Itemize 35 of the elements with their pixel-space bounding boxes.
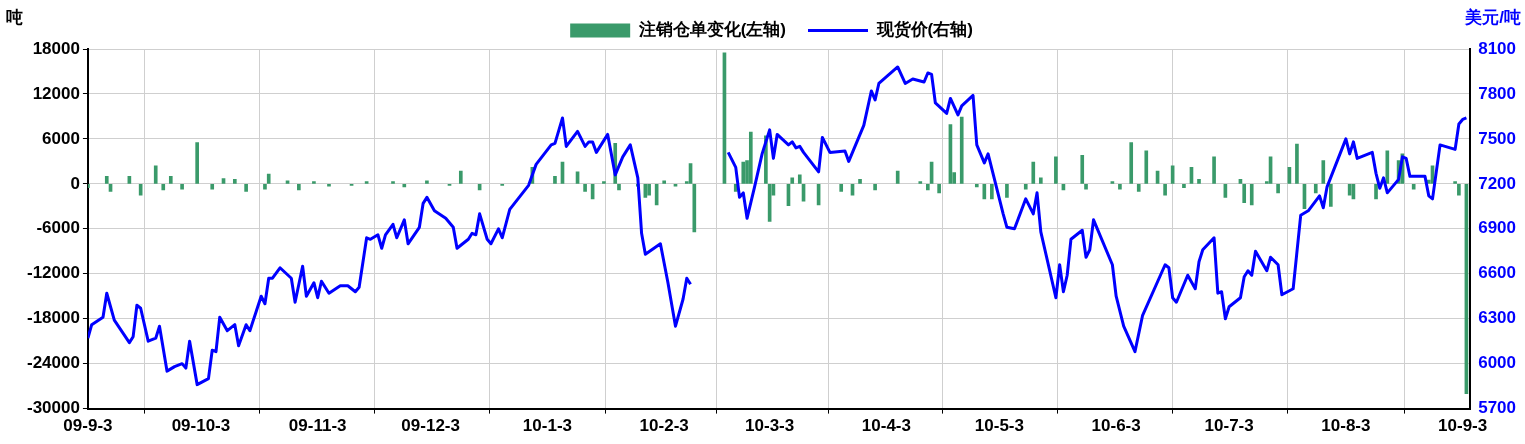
y-tick-label: -6000 <box>36 218 80 238</box>
y2-tick-label: 7500 <box>1478 128 1517 148</box>
y-tick-label: 18000 <box>32 38 80 58</box>
x-tick-label: 09-10-3 <box>171 416 231 436</box>
legend-label: 现货价(右轴) <box>875 20 973 40</box>
y2-tick-label: 6900 <box>1478 218 1517 238</box>
x-tick-label: 10-1-3 <box>522 416 572 436</box>
y-tick-label: 6000 <box>42 128 80 148</box>
y-tick-label: 0 <box>70 173 80 193</box>
x-tick-label: 10-7-3 <box>1204 416 1254 436</box>
y-tick-label: -18000 <box>27 308 80 328</box>
y2-tick-label: 5700 <box>1478 398 1517 418</box>
legend-label: 注销仓单变化(左轴) <box>637 20 787 40</box>
x-tick-label: 10-4-3 <box>861 416 911 436</box>
y-tick-label: -24000 <box>27 353 80 373</box>
x-tick-label: 10-2-3 <box>639 416 689 436</box>
y2-tick-label: 6600 <box>1478 263 1517 283</box>
x-tick-label: 09-9-3 <box>63 416 113 436</box>
y2-tick-label: 6300 <box>1478 308 1517 328</box>
y-tick-label: -12000 <box>27 263 80 283</box>
y-tick-label: 12000 <box>32 83 80 103</box>
x-tick-label: 09-11-3 <box>288 416 347 436</box>
y2-axis-title: 美元/吨 <box>1464 8 1521 28</box>
x-tick-label: 09-12-3 <box>401 416 460 436</box>
x-tick-label: 10-6-3 <box>1091 416 1141 436</box>
x-tick-label: 10-8-3 <box>1321 416 1371 436</box>
x-tick-label: 10-5-3 <box>974 416 1024 436</box>
y-axis-title: 吨 <box>6 8 23 28</box>
y2-tick-label: 6000 <box>1478 353 1517 373</box>
y2-tick-label: 7200 <box>1478 173 1517 193</box>
y2-tick-label: 8100 <box>1478 38 1517 58</box>
y2-tick-label: 7800 <box>1478 83 1517 103</box>
y-tick-label: -30000 <box>27 398 80 418</box>
x-tick-label: 10-9-3 <box>1438 416 1488 436</box>
x-tick-label: 10-3-3 <box>745 416 795 436</box>
